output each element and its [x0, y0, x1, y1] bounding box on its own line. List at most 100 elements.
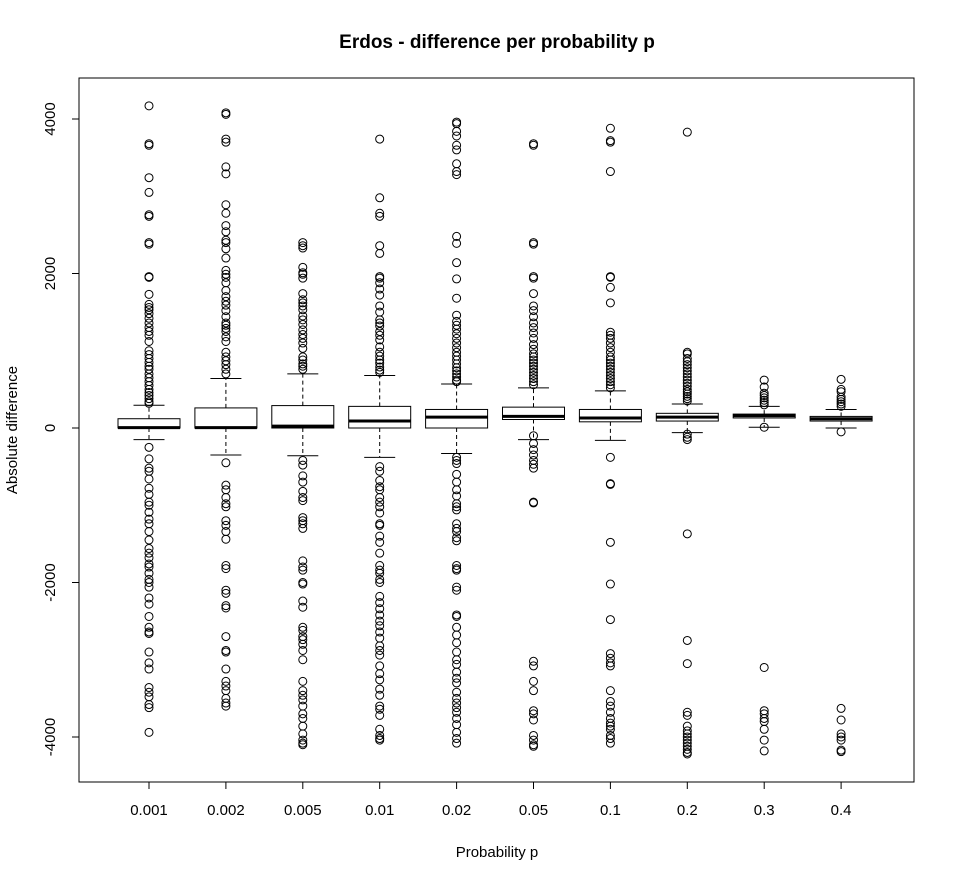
outlier-point: [221, 585, 231, 595]
outlier-point: [529, 273, 538, 283]
outlier-point: [298, 269, 308, 279]
outlier-point: [144, 187, 154, 197]
outlier-point: [452, 693, 462, 703]
outlier-point: [298, 676, 308, 686]
outlier-point: [605, 167, 615, 177]
outlier-point: [298, 622, 308, 632]
outlier-point: [144, 313, 154, 323]
outlier-point: [375, 531, 385, 541]
outlier-point: [298, 243, 308, 253]
outlier-point: [375, 724, 385, 734]
outlier-point: [375, 273, 385, 283]
outlier-point: [221, 632, 231, 642]
outlier-point: [682, 738, 692, 748]
outlier-point: [144, 727, 154, 737]
outlier-point: [298, 602, 308, 612]
outlier-point: [452, 707, 462, 717]
outlier-point: [682, 369, 692, 379]
outlier-point: [144, 568, 154, 578]
iqr-box: [194, 407, 258, 429]
outlier-point: [298, 639, 308, 649]
outlier-point: [375, 735, 385, 745]
outlier-point: [605, 738, 615, 748]
outlier-point: [221, 701, 231, 711]
outlier-point: [529, 358, 538, 368]
outlier-point: [759, 388, 769, 398]
outlier-point: [375, 690, 385, 700]
y-tick-label: 0: [42, 424, 59, 432]
outlier-point: [452, 505, 462, 515]
outlier-point: [605, 338, 615, 348]
box-0.1: [578, 123, 642, 748]
box-0.005: [271, 238, 335, 750]
outlier-point: [605, 653, 615, 663]
outlier-point: [452, 630, 462, 640]
outlier-point: [605, 374, 615, 384]
outlier-point: [605, 713, 615, 723]
outlier-point: [682, 744, 692, 754]
outlier-point: [529, 377, 538, 387]
box-0.4: [809, 374, 873, 757]
outlier-point: [452, 727, 462, 737]
outlier-point: [144, 384, 154, 394]
outlier-point: [452, 145, 462, 155]
outlier-point: [375, 342, 385, 352]
outlier-point: [298, 709, 308, 719]
outlier-point: [298, 645, 308, 655]
outlier-point: [836, 394, 846, 404]
outlier-point: [375, 462, 385, 472]
outlier-point: [836, 703, 846, 713]
outlier-point: [452, 611, 462, 621]
x-axis-label: Probability p: [456, 844, 539, 861]
outlier-point: [144, 239, 154, 249]
outlier-point: [529, 706, 538, 716]
outlier-point: [452, 329, 462, 339]
outlier-point: [144, 514, 154, 524]
outlier-point: [144, 318, 154, 328]
outlier-point: [221, 272, 231, 282]
outlier-point: [144, 211, 154, 221]
outlier-point: [452, 338, 462, 348]
outlier-point: [836, 392, 846, 402]
outlier-point: [144, 647, 154, 657]
outlier-point: [452, 734, 462, 744]
outlier-point: [452, 238, 462, 248]
x-tick-label: 0.3: [754, 802, 775, 819]
outlier-point: [605, 370, 615, 380]
outlier-point: [529, 349, 538, 359]
outlier-point: [759, 422, 769, 432]
outlier-point: [298, 655, 308, 665]
outlier-point: [375, 367, 385, 377]
outlier-point: [221, 134, 231, 144]
outlier-point: [144, 173, 154, 183]
outlier-point: [221, 200, 231, 210]
outlier-point: [144, 454, 154, 464]
outlier-point: [759, 400, 769, 410]
outlier-point: [682, 659, 692, 669]
box-0.05: [502, 139, 565, 751]
outlier-point: [375, 208, 385, 218]
outlier-point: [529, 656, 538, 666]
box-0.001: [117, 101, 181, 737]
outlier-point: [221, 208, 231, 218]
outlier-point: [375, 650, 385, 660]
outlier-point: [221, 109, 231, 119]
outlier-point: [298, 740, 308, 750]
chart-title: Erdos - difference per probability p: [339, 32, 655, 53]
outlier-point: [221, 364, 231, 374]
box-0.3: [732, 375, 796, 756]
outlier-point: [682, 389, 692, 399]
outlier-point: [452, 366, 462, 376]
outlier-point: [221, 244, 231, 254]
outlier-point: [836, 715, 846, 725]
outlier-point: [452, 159, 462, 169]
outlier-point: [221, 520, 231, 530]
outlier-point: [221, 534, 231, 544]
outlier-point: [529, 306, 538, 316]
outlier-point: [605, 355, 615, 365]
iqr-box: [425, 408, 489, 429]
outlier-point: [682, 360, 692, 370]
outlier-point: [452, 673, 462, 683]
outlier-point: [759, 393, 769, 403]
outlier-point: [452, 565, 462, 575]
